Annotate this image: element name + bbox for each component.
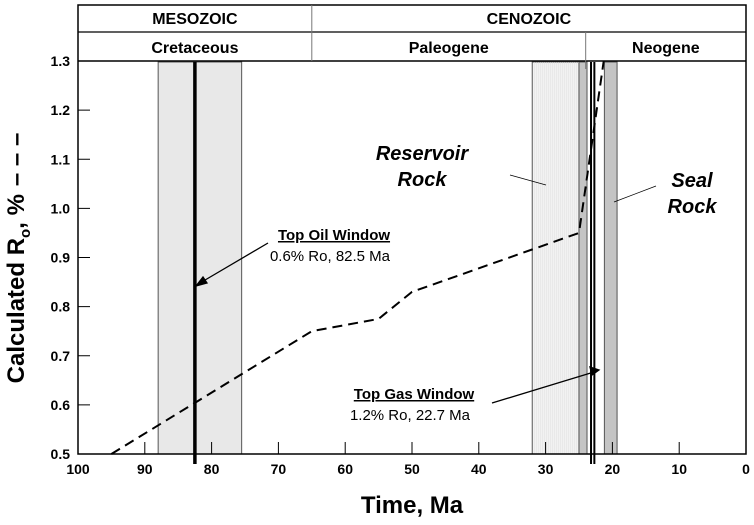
seal-pointer	[613, 185, 657, 203]
x-axis-label: Time, Ma	[361, 492, 464, 519]
band-1	[531, 61, 580, 455]
y-tick-label: 0.9	[51, 250, 71, 266]
period-label: Paleogene	[409, 40, 489, 57]
x-tick-label: 90	[137, 461, 153, 477]
x-tick-label: 60	[337, 461, 353, 477]
era-label: CENOZOIC	[487, 11, 572, 28]
y-tick-label: 0.7	[51, 348, 71, 364]
y-tick-label: 1.0	[51, 200, 71, 216]
reservoir-pointer	[509, 174, 547, 186]
x-tick-label: 20	[605, 461, 621, 477]
y-tick-label: 1.2	[51, 102, 71, 118]
x-tick-label: 30	[538, 461, 554, 477]
band-3	[603, 61, 618, 455]
oil-arrowhead	[194, 275, 209, 288]
x-tick-label: 100	[66, 461, 90, 477]
oil-window-detail: 0.6% Ro, 82.5 Ma	[270, 248, 391, 265]
oil-window-title: Top Oil Window	[278, 227, 390, 244]
oil-arrow	[199, 242, 269, 284]
reservoir-label-1: Reservoir	[376, 143, 469, 165]
y-tick-label: 1.1	[51, 151, 71, 167]
y-tick-label: 1.3	[51, 53, 71, 69]
gas-window-title: Top Gas Window	[354, 386, 475, 403]
band-0	[157, 61, 243, 455]
x-tick-label: 80	[204, 461, 220, 477]
y-axis-label: Calculated Ro, %– – –	[3, 133, 34, 384]
period-label: Cretaceous	[151, 40, 238, 57]
gas-arrow	[491, 371, 595, 404]
seal-label-1: Seal	[671, 170, 713, 192]
x-tick-label: 70	[271, 461, 287, 477]
y-tick-label: 0.8	[51, 299, 71, 315]
x-tick-label: 40	[471, 461, 487, 477]
gas-window-detail: 1.2% Ro, 22.7 Ma	[350, 407, 471, 424]
seal-label-2: Rock	[668, 196, 718, 218]
period-label: Neogene	[632, 40, 700, 57]
ro-curve-0	[110, 60, 605, 455]
x-tick-label: 0	[742, 461, 750, 477]
reservoir-label-2: Rock	[398, 169, 448, 191]
x-tick-label: 10	[671, 461, 687, 477]
x-tick-label: 50	[404, 461, 420, 477]
y-tick-label: 0.6	[51, 397, 71, 413]
band-2	[578, 61, 588, 455]
era-label: MESOZOIC	[152, 11, 238, 28]
y-tick-label: 0.5	[51, 446, 71, 462]
gas-arrowhead	[589, 366, 601, 377]
